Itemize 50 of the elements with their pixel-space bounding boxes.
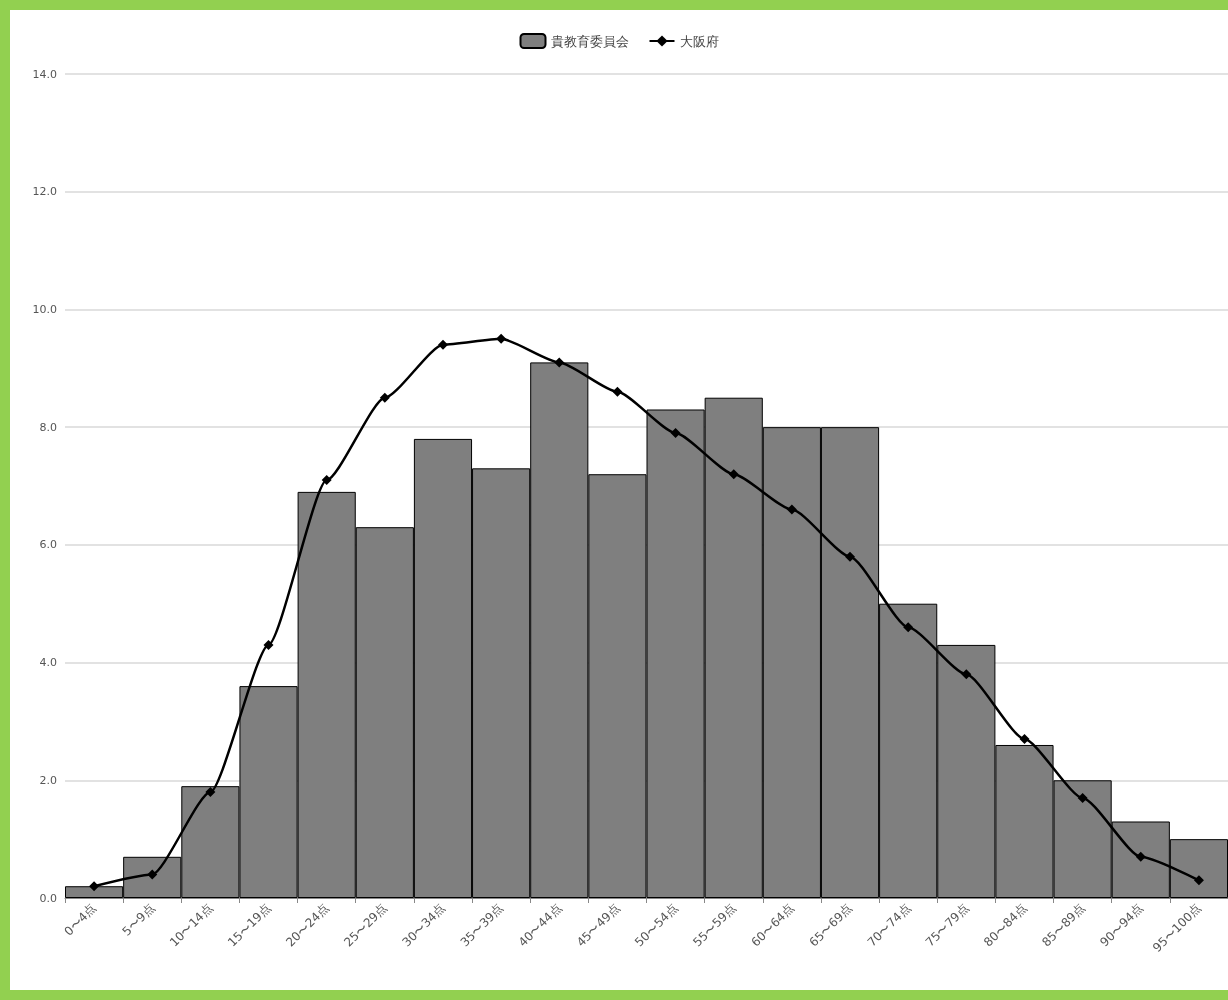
x-tick-label: 45〜49点 — [573, 901, 623, 950]
point — [1077, 792, 1088, 803]
point — [1193, 875, 1204, 886]
x-tick-label: 10〜14点 — [166, 901, 216, 950]
y-tick-label: 2.0 — [39, 773, 57, 787]
y-tick-label: 4.0 — [39, 656, 57, 670]
x-tick-label: 75〜79点 — [922, 901, 972, 950]
point — [321, 475, 332, 486]
x-tick-label: 50〜54点 — [632, 901, 681, 950]
point — [961, 669, 972, 680]
x-tick-label: 60〜64点 — [748, 901, 797, 950]
legend-label: 貴教育委員会 — [550, 33, 629, 49]
point — [1019, 734, 1030, 745]
legend-label: 大阪府 — [679, 33, 719, 49]
point — [496, 333, 507, 344]
point — [612, 386, 623, 397]
point — [1135, 851, 1146, 862]
x-tick-label: 0〜4点 — [61, 901, 100, 939]
x-tick-label: 15〜19点 — [225, 901, 274, 950]
point — [845, 551, 856, 562]
x-tick-label: 80〜84点 — [980, 901, 1030, 950]
x-tick-label: 85〜89点 — [1039, 901, 1088, 950]
point — [147, 869, 158, 880]
x-tick-label: 65〜69点 — [806, 901, 855, 950]
point — [437, 339, 448, 350]
point — [670, 428, 681, 439]
y-tick-label: 8.0 — [39, 420, 57, 434]
x-tick-label: 95〜100点 — [1150, 901, 1204, 955]
x-tick-label: 20〜24点 — [283, 901, 332, 950]
point — [903, 622, 914, 633]
y-tick-label: 12.0 — [32, 185, 57, 199]
y-tick-label: 10.0 — [32, 302, 57, 316]
x-tick-label: 25〜29点 — [341, 901, 390, 950]
point — [786, 504, 797, 515]
x-tick-label: 55〜59点 — [690, 901, 739, 950]
x-tick-label: 30〜34点 — [399, 901, 448, 950]
x-tick-label: 35〜39点 — [457, 901, 507, 950]
y-tick-label: 6.0 — [39, 538, 57, 552]
x-tick-label: 70〜74点 — [864, 901, 914, 950]
point — [89, 881, 100, 892]
y-tick-label: 14.0 — [32, 67, 57, 81]
x-tick-label: 90〜94点 — [1097, 901, 1146, 950]
point — [263, 639, 274, 650]
point — [554, 357, 565, 368]
y-tick-label: 0.0 — [39, 891, 57, 905]
point — [728, 469, 739, 480]
x-tick-label: 40〜44点 — [515, 901, 565, 950]
point — [379, 392, 390, 403]
x-tick-label: 5〜9点 — [119, 901, 158, 939]
point — [205, 787, 216, 798]
